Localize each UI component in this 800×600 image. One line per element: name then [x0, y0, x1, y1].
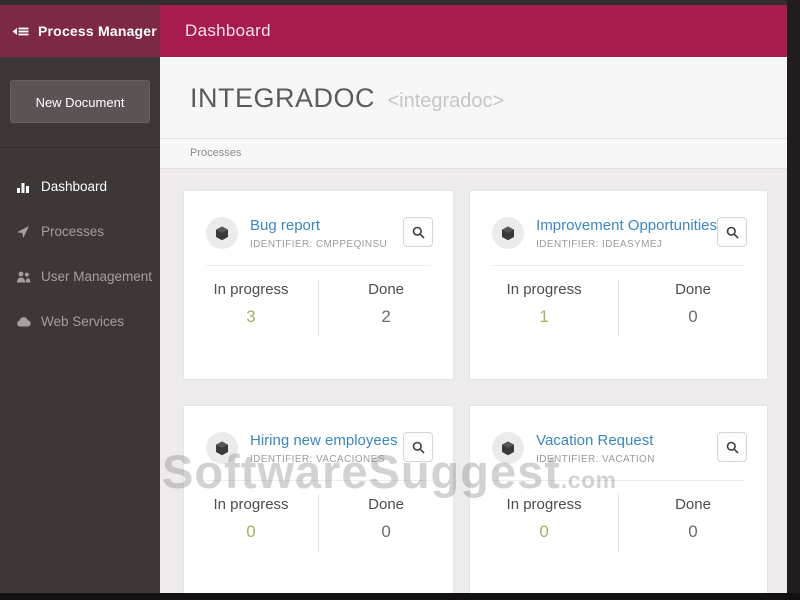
topbar-main: Dashboard: [160, 5, 787, 57]
done-count: 2: [381, 307, 391, 326]
done-stat: Done 0: [318, 494, 453, 552]
in-progress-stat: In progress 0: [184, 494, 318, 552]
done-stat: Done 0: [618, 494, 767, 552]
in-progress-count: 0: [539, 522, 549, 541]
process-title-link[interactable]: Bug report: [250, 217, 321, 234]
frame-edge-right: [787, 0, 800, 600]
done-stat: Done 0: [618, 279, 767, 337]
bar-chart-icon: [15, 180, 31, 194]
search-process-button[interactable]: [717, 432, 747, 462]
process-identifier: IDENTIFIER: VACACIONES: [250, 454, 385, 465]
workspace-subheading: <integradoc>: [387, 90, 505, 112]
in-progress-count: 0: [246, 522, 256, 541]
magnifier-icon: [412, 441, 425, 454]
main-content: INTEGRADOC <integradoc> Processes Bug re…: [160, 57, 787, 595]
search-process-button[interactable]: [403, 217, 434, 247]
process-card-improvement-opportunities: Improvement Opportunities IDENTIFIER: ID…: [469, 190, 768, 380]
frame-edge-bottom: [0, 593, 800, 600]
process-card-vacation-request: Vacation Request IDENTIFIER: VACATION: [469, 405, 768, 595]
in-progress-stat: In progress 0: [470, 494, 618, 552]
process-card-bug-report: Bug report IDENTIFIER: CMPPEQINSU: [183, 190, 455, 380]
sidebar-menu: Dashboard Processes: [0, 148, 160, 344]
app-title: Process Manager: [38, 23, 157, 39]
process-identifier: IDENTIFIER: IDEASYMEJ: [536, 239, 663, 250]
sidebar-item-label: User Management: [41, 269, 153, 284]
done-stat: Done 2: [318, 279, 453, 337]
done-count: 0: [688, 307, 698, 326]
sidebar-item-web-services[interactable]: Web Services: [0, 299, 160, 344]
process-cube-icon: [492, 432, 525, 464]
process-title-link[interactable]: Vacation Request: [536, 432, 654, 449]
cloud-icon: [15, 315, 31, 329]
sidebar-item-dashboard[interactable]: Dashboard: [0, 164, 160, 209]
in-progress-stat: In progress 3: [184, 279, 318, 337]
page-title: Dashboard: [185, 21, 271, 40]
process-cube-icon: [206, 432, 238, 464]
location-arrow-icon: [15, 225, 31, 239]
process-title-link[interactable]: Hiring new employees: [250, 432, 398, 449]
sidebar-divider: [0, 147, 160, 148]
sidebar-item-label: Web Services: [41, 314, 125, 329]
search-process-button[interactable]: [403, 432, 434, 462]
process-cube-icon: [492, 217, 525, 249]
magnifier-icon: [412, 226, 425, 239]
search-process-button[interactable]: [717, 217, 747, 247]
process-identifier: IDENTIFIER: VACATION: [536, 454, 655, 465]
sidebar-item-label: Dashboard: [41, 179, 108, 194]
sidebar: New Document Dashboard: [0, 57, 160, 593]
page-header: INTEGRADOC <integradoc>: [160, 57, 787, 138]
workspace-heading: INTEGRADOC: [190, 83, 376, 113]
frame-edge-top: [0, 0, 800, 5]
done-count: 0: [381, 522, 391, 541]
process-card-grid: Bug report IDENTIFIER: CMPPEQINSU: [160, 169, 787, 595]
sidebar-item-user-management[interactable]: User Management: [0, 254, 160, 299]
collapse-menu-icon[interactable]: [12, 25, 29, 38]
brand-area: Process Manager: [0, 5, 160, 57]
process-card-hiring-new-employees: Hiring new employees IDENTIFIER: VACACIO…: [183, 405, 455, 595]
sidebar-item-label: Processes: [41, 224, 105, 239]
sidebar-item-processes[interactable]: Processes: [0, 209, 160, 254]
process-cube-icon: [206, 217, 238, 249]
topbar: Process Manager Dashboard: [0, 5, 787, 57]
process-title-link[interactable]: Improvement Opportunities: [536, 217, 717, 234]
done-count: 0: [688, 522, 698, 541]
users-icon: [15, 270, 31, 284]
in-progress-count: 1: [539, 307, 549, 326]
magnifier-icon: [726, 226, 739, 239]
process-identifier: IDENTIFIER: CMPPEQINSU: [250, 239, 388, 250]
in-progress-stat: In progress 1: [470, 279, 618, 337]
magnifier-icon: [726, 441, 739, 454]
breadcrumb-label: Processes: [190, 147, 242, 159]
in-progress-count: 3: [246, 307, 256, 326]
breadcrumb: Processes: [160, 138, 787, 169]
new-document-button[interactable]: New Document: [10, 80, 150, 123]
